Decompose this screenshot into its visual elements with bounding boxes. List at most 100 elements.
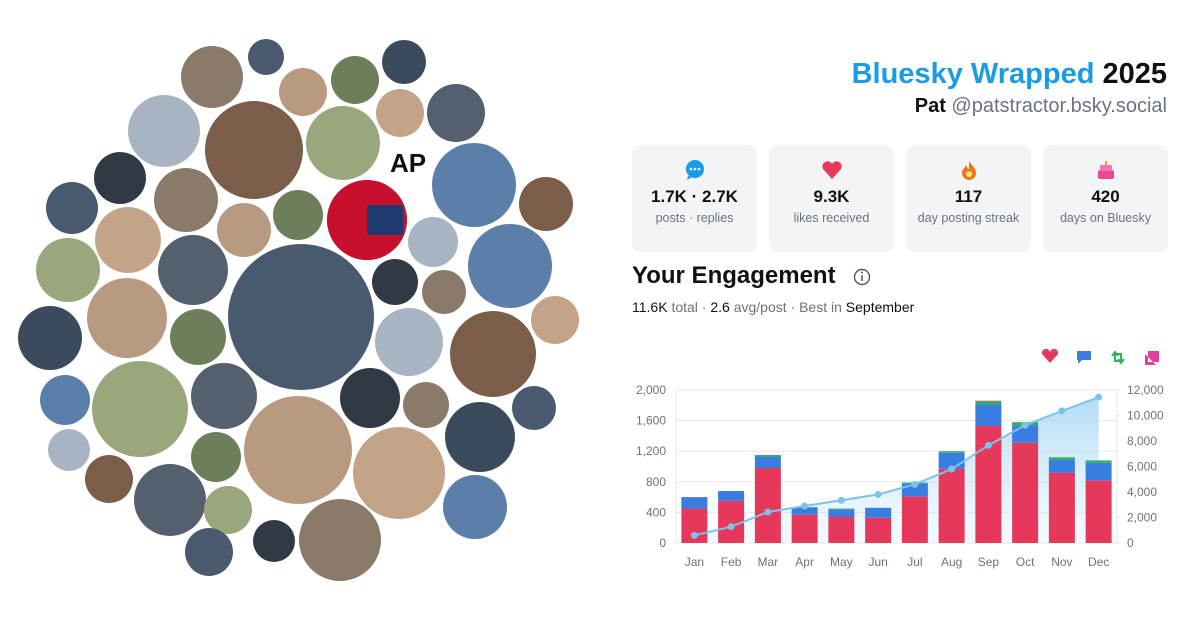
avatar[interactable] — [217, 203, 271, 257]
legend-icon[interactable] — [1041, 348, 1059, 363]
avatar[interactable] — [228, 244, 374, 390]
avatar[interactable] — [299, 499, 381, 581]
avatar[interactable] — [376, 89, 424, 137]
bar-segment — [1085, 460, 1112, 463]
line-point — [1058, 407, 1066, 415]
avatar[interactable] — [170, 309, 226, 365]
line-point — [911, 480, 919, 488]
y2-tick-label: 6,000 — [1127, 460, 1157, 474]
best-month: September — [845, 299, 915, 315]
avatar[interactable] — [427, 84, 485, 142]
x-tick-label: Oct — [1016, 555, 1035, 569]
avatar[interactable] — [331, 56, 379, 104]
avatar[interactable] — [445, 402, 515, 472]
avatar[interactable] — [191, 363, 257, 429]
line-point — [948, 465, 956, 473]
bar-segment — [1048, 457, 1075, 460]
x-tick-label: Jul — [907, 555, 922, 569]
bar-segment — [791, 507, 818, 515]
bar-segment — [938, 468, 965, 543]
legend-icon[interactable] — [1077, 351, 1091, 364]
avatar[interactable] — [422, 270, 466, 314]
avatar[interactable] — [512, 386, 556, 430]
avatar[interactable] — [244, 396, 352, 504]
avatar[interactable] — [94, 152, 146, 204]
x-tick-label: Dec — [1088, 555, 1109, 569]
section-title: Your Engagement — [632, 262, 836, 289]
avatar-flag-canton — [367, 205, 403, 235]
avatar[interactable] — [181, 46, 243, 108]
avatar[interactable] — [432, 143, 516, 227]
title-year: 2025 — [1102, 58, 1167, 90]
y-tick-label: 400 — [646, 505, 666, 519]
y2-tick-label: 0 — [1127, 536, 1134, 550]
x-tick-label: Aug — [941, 555, 962, 569]
user-handle: @patstractor.bsky.social — [951, 95, 1167, 117]
avatar[interactable] — [468, 224, 552, 308]
avatar[interactable] — [372, 259, 418, 305]
icon — [961, 161, 976, 180]
bar-segment — [865, 507, 892, 518]
avatar[interactable] — [382, 40, 426, 84]
avatar[interactable] — [36, 238, 100, 302]
line-point — [1021, 421, 1029, 429]
avg-label: avg/post · — [733, 299, 796, 315]
legend-icon[interactable] — [1111, 350, 1125, 365]
info-icon[interactable] — [853, 268, 871, 286]
avatar[interactable] — [248, 39, 284, 75]
bar-segment — [754, 468, 781, 543]
x-tick-label: Apr — [795, 555, 814, 569]
total-label: total · — [671, 299, 707, 315]
bar-segment — [754, 456, 781, 469]
avatar[interactable] — [450, 311, 536, 397]
avatar[interactable] — [87, 278, 167, 358]
avatar[interactable] — [134, 464, 206, 536]
avatar[interactable] — [375, 308, 443, 376]
avatar[interactable] — [443, 475, 507, 539]
avatar[interactable] — [191, 432, 241, 482]
avatar[interactable] — [48, 429, 90, 471]
info-icon-dot — [861, 271, 863, 274]
avatar[interactable] — [279, 68, 327, 116]
avatar[interactable] — [408, 217, 458, 267]
line-point — [984, 441, 992, 449]
bar-segment — [718, 490, 745, 501]
avatar[interactable] — [46, 182, 98, 234]
line-point — [764, 508, 772, 516]
avatar[interactable] — [204, 486, 252, 534]
avatar[interactable] — [18, 306, 82, 370]
stat-label: day posting streak — [917, 211, 1020, 225]
avatar[interactable] — [306, 106, 380, 180]
avatar[interactable] — [95, 207, 161, 273]
avatar[interactable] — [273, 190, 323, 240]
avatar[interactable] — [340, 368, 400, 428]
avatar[interactable] — [128, 95, 200, 167]
stat-label: days on Bluesky — [1059, 211, 1152, 225]
x-tick-label: Jun — [868, 555, 887, 569]
avatar[interactable] — [531, 296, 579, 344]
bar-segment — [938, 451, 965, 453]
user-name: Pat — [914, 95, 946, 117]
bar-segment — [718, 500, 745, 543]
bar-segment — [791, 514, 818, 543]
avatar[interactable] — [403, 382, 449, 428]
avatar[interactable] — [154, 168, 218, 232]
avatar[interactable] — [92, 361, 188, 457]
icon — [821, 161, 842, 179]
line-point — [837, 496, 845, 504]
stat-label: posts · replies — [655, 211, 734, 225]
avatar[interactable] — [40, 375, 90, 425]
avatar[interactable] — [85, 455, 133, 503]
avatar[interactable] — [158, 235, 228, 305]
cumulative-line — [694, 396, 1099, 537]
avatar[interactable] — [205, 101, 303, 199]
y2-tick-label: 4,000 — [1127, 485, 1157, 499]
legend-icon[interactable] — [1145, 351, 1159, 365]
avatar[interactable] — [353, 427, 445, 519]
bar-segment — [1085, 480, 1112, 543]
avatar[interactable] — [519, 177, 573, 231]
line-point — [690, 531, 698, 539]
avatar[interactable] — [253, 520, 295, 562]
avatar[interactable] — [185, 528, 233, 576]
